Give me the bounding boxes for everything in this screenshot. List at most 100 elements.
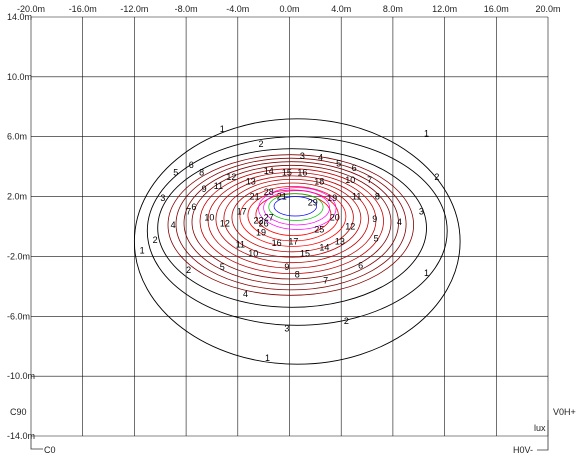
contour-value-label: 18 [314, 177, 324, 187]
x-tick-label: -12.0m [120, 4, 148, 14]
contour-value-label: 9 [372, 214, 377, 224]
contour-value-label: 19 [327, 193, 337, 203]
contour-value-label: 6 [191, 202, 196, 212]
contour-value-label: 5 [374, 233, 379, 243]
x-tick-label: -16.0m [69, 4, 97, 14]
contour-line [175, 157, 407, 291]
contour-line [207, 171, 377, 269]
contour-line [183, 161, 399, 285]
contour-value-label: 7 [186, 207, 191, 217]
contour-value-label: 1 [140, 245, 145, 255]
contour-value-label: 28 [264, 187, 274, 197]
c0-label: C0 [44, 445, 56, 455]
contour-value-label: 15 [300, 248, 310, 258]
contour-value-label: 4 [318, 153, 323, 163]
contour-line [263, 190, 330, 226]
contour-value-label: 17 [288, 236, 298, 246]
contour-value-label: 10 [345, 175, 355, 185]
contour-value-label: 19 [256, 227, 266, 237]
contour-line [146, 136, 448, 326]
contour-value-labels: 1 111122222333344445555666677788899910101… [140, 124, 440, 363]
y-tick-label: -10.0m [7, 371, 35, 381]
contour-value-label: 16 [272, 238, 282, 248]
contour-value-label: 11 [214, 181, 223, 191]
contour-value-label: 12 [345, 222, 355, 232]
y-tick-label: -2.0m [7, 251, 30, 261]
contour-value-label: 3 [160, 193, 165, 203]
y-tick-label: -14.0m [7, 431, 35, 441]
contour-value-label: 4 [397, 217, 402, 227]
contour-value-label: 21 [277, 192, 287, 202]
contour-line [239, 186, 347, 247]
x-tick-label: 8.0m [383, 4, 403, 14]
x-tick-label: -8.0m [175, 4, 198, 14]
contour-value-label: 5 [173, 168, 178, 178]
contour-value-label: 10 [204, 213, 214, 223]
contour-value-label: 2 [434, 172, 439, 182]
contour-line [167, 154, 415, 296]
contour-value-label: 1 [220, 124, 225, 134]
contour-line [191, 164, 392, 280]
contour-value-label: 9 [284, 262, 289, 272]
contour-value-label: 13 [246, 177, 256, 187]
v0h-plus-label: V0H+ [553, 407, 576, 417]
contour-value-label: 29 [308, 198, 318, 208]
contour-value-label: 2 [153, 235, 158, 245]
x-tick-label: 4.0m [331, 4, 351, 14]
x-tick-label: 0.0m [279, 4, 299, 14]
c90-label: C90 [10, 407, 27, 417]
contour-value-label: 14 [319, 242, 329, 252]
contour-value-label: 13 [335, 236, 345, 246]
contour-value-label: 10 [248, 248, 258, 258]
y-tick-label: 6.0m [7, 132, 27, 142]
h0v-minus-label: H0V- [513, 445, 533, 455]
contour-line [255, 193, 332, 236]
contour-value-label: 22 [253, 216, 263, 226]
contour-value-label: 5 [220, 262, 225, 272]
contour-value-label: 6 [352, 163, 357, 173]
contour-value-label: 3 [419, 207, 424, 217]
contour-value-label: 11 [352, 192, 361, 202]
grid-lines [30, 16, 549, 437]
contour-line [133, 118, 461, 365]
contour-value-label: 25 [314, 224, 324, 234]
contour-value-label: 21 [250, 192, 260, 202]
contour-value-label: 3 [284, 323, 289, 333]
contour-line [223, 178, 362, 258]
contour-lines [133, 118, 461, 365]
x-tick-labels: -20.0m -16.0m -12.0m -8.0m -4.0m 0.0m 4.0m 8.0m… [17, 4, 561, 14]
contour-value-label: 12 [220, 219, 230, 229]
contour-value-label: 17 [237, 207, 247, 217]
contour-value-label: 6 [358, 260, 363, 270]
x-tick-label: 20.0m [535, 4, 560, 14]
contour-line [157, 148, 427, 308]
contour-value-label: 1 [424, 268, 429, 278]
y-tick-label: 2.0m [7, 192, 27, 202]
contour-line [231, 182, 354, 253]
contour-value-label: 9 [202, 184, 207, 194]
contour-value-label: 8 [375, 192, 380, 202]
contour-line [268, 193, 324, 221]
contour-value-label: 8 [199, 168, 204, 178]
contour-value-label: 27 [264, 213, 274, 223]
y-tick-label: -6.0m [7, 311, 30, 321]
contour-value-label: 1 [265, 353, 270, 363]
origin-axis-marker [30, 436, 43, 450]
contour-value-label: 15 [282, 168, 292, 178]
y-tick-label: 10.0m [7, 72, 32, 82]
contour-value-label: 2 [344, 316, 349, 326]
contour-line [247, 189, 339, 242]
x-tick-label: -20.0m [17, 4, 45, 14]
contour-value-label: 4 [171, 220, 176, 230]
contour-line [273, 196, 317, 217]
contour-value-label: 7 [367, 175, 372, 185]
contour-value-label: 8 [295, 269, 300, 279]
contour-value-label: 2 [186, 265, 191, 275]
contour-value-label: 6 [189, 160, 194, 170]
contour-value-label: 16 [297, 168, 307, 178]
contour-line [199, 168, 384, 275]
contour-line [215, 175, 369, 264]
contour-value-label: 26 [259, 219, 269, 229]
y-tick-labels: 14.0m 10.0m 6.0m 2.0m -2.0m -6.0m -10.0m -14.0m [7, 12, 35, 441]
